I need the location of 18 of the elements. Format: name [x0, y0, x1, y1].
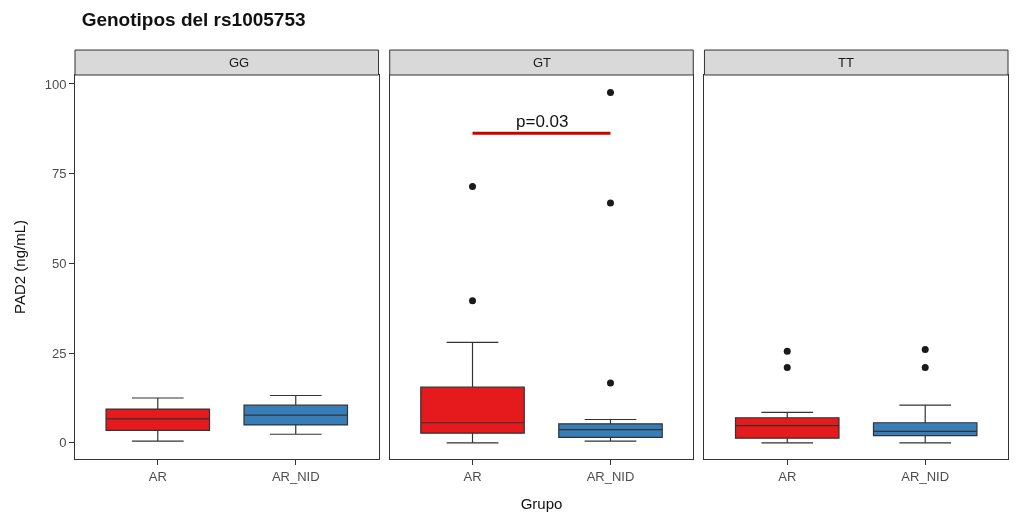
y-tick-label: 50: [51, 255, 67, 271]
x-tick-label: AR: [463, 468, 482, 484]
y-tick-label: 25: [51, 345, 67, 361]
y-tick-label: 75: [51, 166, 67, 182]
x-tick-label: AR_NID: [901, 468, 950, 484]
chart-subtitle: GT: [533, 55, 552, 70]
chart-subtitle: GG: [229, 55, 250, 70]
y-tick-label: 100: [44, 76, 67, 92]
chart-title: Genotipos del rs1005753: [81, 9, 306, 31]
x-tick-label: AR: [778, 468, 797, 484]
y-tick-label: 0: [59, 435, 67, 451]
x-axis-title: Grupo: [520, 494, 563, 512]
chart-subtitle: TT: [838, 55, 854, 70]
x-tick-label: AR_NID: [271, 468, 320, 484]
x-tick-label: AR: [148, 468, 167, 484]
y-axis-title: PAD2 (ng/mL): [10, 220, 28, 314]
annotation: p=0.03: [516, 112, 569, 131]
x-tick-label: AR_NID: [586, 468, 635, 484]
